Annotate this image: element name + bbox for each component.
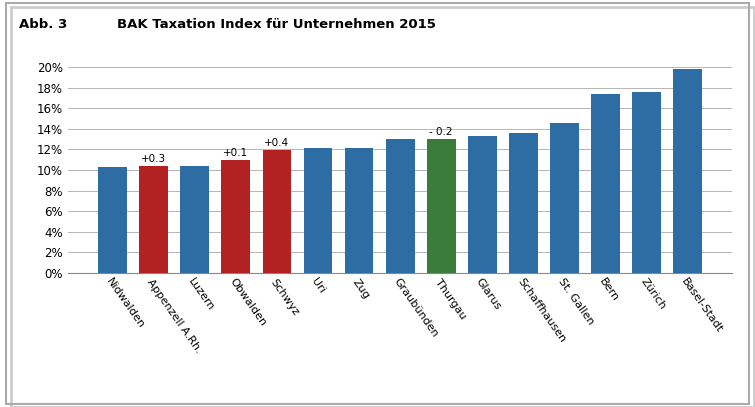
Bar [98, 167, 127, 273]
Text: +0.3: +0.3 [141, 154, 166, 164]
Text: +0.1: +0.1 [223, 148, 248, 158]
Bar [386, 139, 414, 273]
Bar [632, 92, 661, 273]
Bar [221, 160, 250, 273]
Bar [468, 136, 497, 273]
Text: BAK Taxation Index für Unternehmen 2015: BAK Taxation Index für Unternehmen 2015 [117, 18, 436, 31]
Bar [673, 69, 702, 273]
Bar [304, 149, 332, 273]
Bar [509, 133, 538, 273]
Bar [591, 94, 620, 273]
Bar [345, 149, 374, 273]
Text: Abb. 3: Abb. 3 [19, 18, 67, 31]
Bar [550, 123, 579, 273]
Text: +0.4: +0.4 [264, 138, 289, 149]
Text: - 0.2: - 0.2 [430, 127, 453, 137]
Bar [180, 166, 209, 273]
Bar [427, 139, 455, 273]
Bar [263, 151, 291, 273]
Bar [139, 166, 168, 273]
